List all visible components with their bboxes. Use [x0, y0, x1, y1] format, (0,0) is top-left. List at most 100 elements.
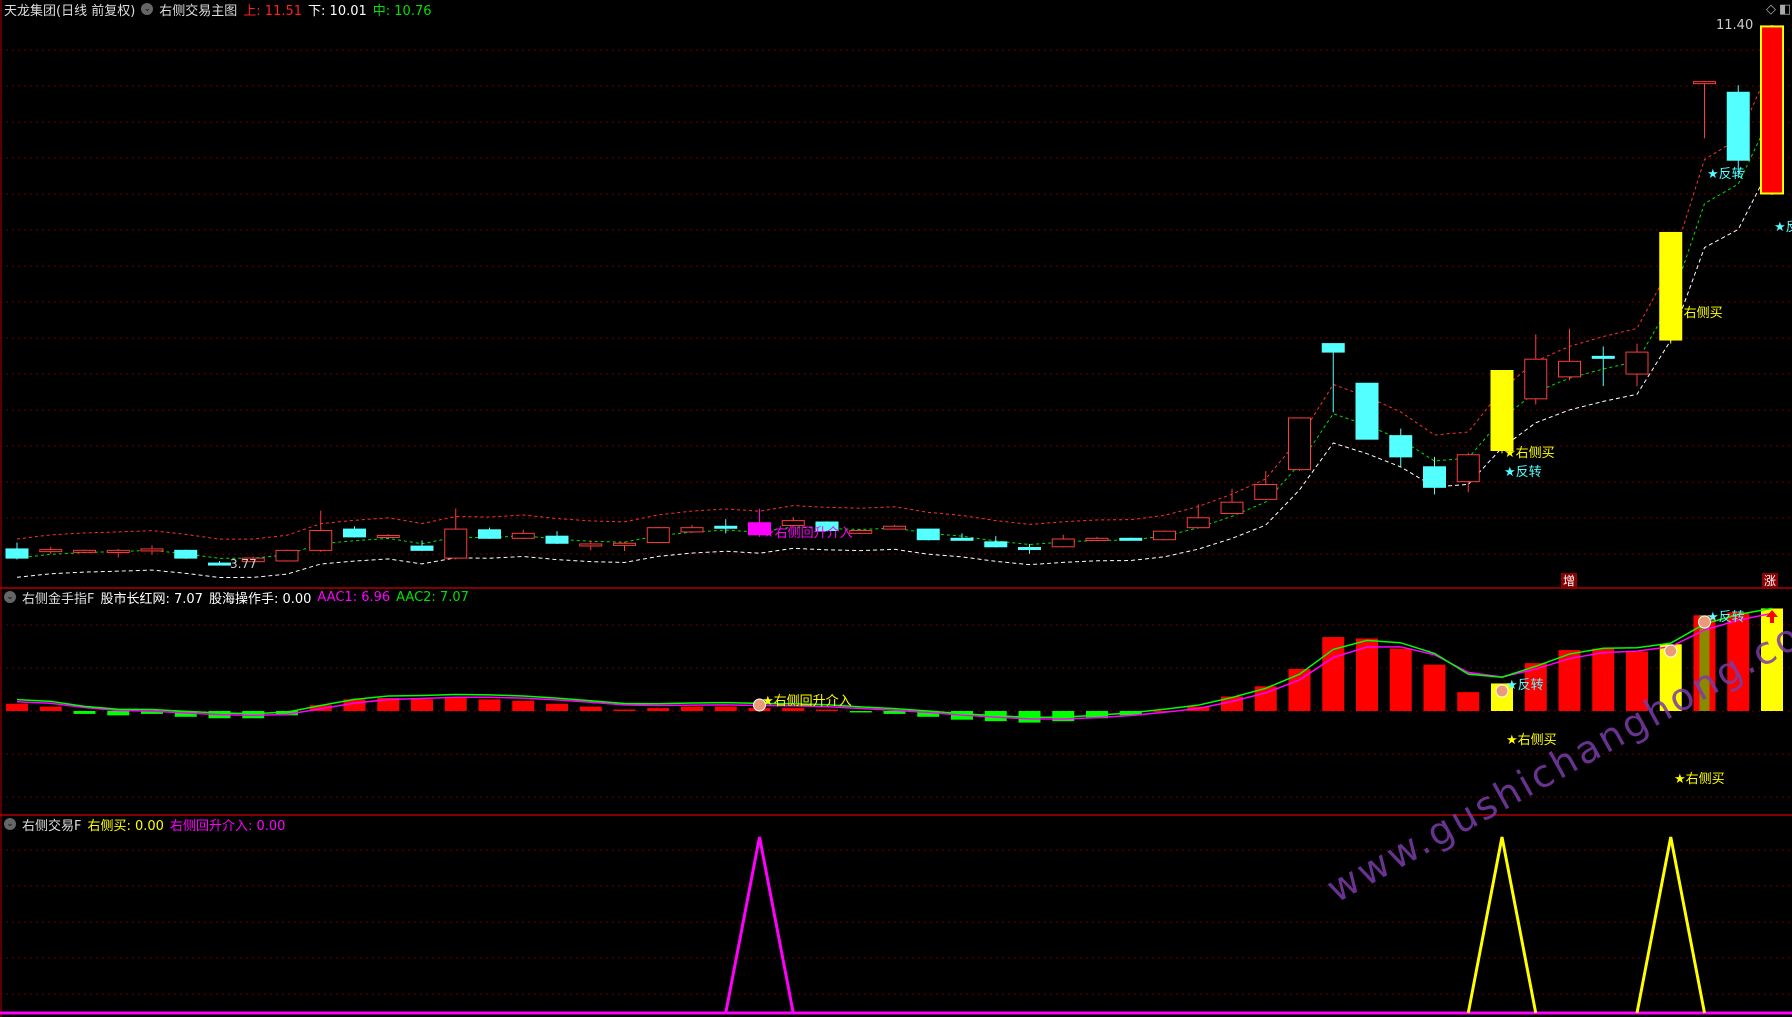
- candle-body: [478, 529, 501, 539]
- signal-reverse-main-3: ★反: [1774, 220, 1792, 235]
- ind1-bar: [141, 711, 163, 714]
- ind1-bar: [1592, 648, 1615, 711]
- candle-body: [309, 530, 333, 551]
- candle-body: [1254, 483, 1278, 500]
- ind1-bar: [816, 709, 838, 711]
- candle-body: [241, 557, 265, 563]
- mid-value: 中: 10.76: [372, 3, 432, 19]
- candle-body: [680, 527, 704, 533]
- candle-body: [748, 522, 771, 536]
- ind1-bar: [1254, 686, 1277, 711]
- candle-body: [1423, 466, 1446, 488]
- candle-body: [511, 532, 535, 539]
- tag-rise: 涨: [1762, 573, 1778, 589]
- candle-body: [1558, 360, 1581, 378]
- lower-value: 下: 10.01: [308, 3, 367, 19]
- ind1-bar: [579, 706, 602, 711]
- ind1-bar: [1322, 637, 1345, 711]
- aac2-line: [16, 607, 1773, 719]
- indicator-menu-icon[interactable]: ⌄: [141, 3, 154, 15]
- candle-body: [39, 549, 63, 553]
- ind1-header: ⌄ 右侧金手指F 股市长红网: 7.07 股海操作手: 0.00 AAC1: 6…: [4, 588, 469, 607]
- candle-body: [1018, 547, 1041, 551]
- ind1-bar: [1389, 648, 1412, 711]
- candle-body: [174, 549, 198, 559]
- panel-toggle-icon[interactable]: ◧: [1779, 2, 1792, 17]
- money-bag-icon: [1698, 615, 1711, 629]
- candle-body: [106, 549, 130, 553]
- ind2-rebound: 右侧回升介入: 0.00: [169, 818, 286, 834]
- ind1-bar: [107, 711, 130, 716]
- main-indicator-name[interactable]: 右侧交易主图: [159, 3, 238, 19]
- ind1-bar: [444, 697, 467, 711]
- ind2-buy: 右侧买: 0.00: [87, 818, 164, 834]
- candle-body: [1726, 91, 1750, 161]
- ind1-bar: [512, 700, 535, 711]
- high-price-label: 11.40: [1716, 18, 1754, 33]
- ind1-v1: 股市长红网: 7.07: [100, 591, 203, 607]
- candle-body: [1693, 81, 1716, 85]
- ind1-bar: [377, 697, 400, 711]
- candle-body: [714, 525, 738, 529]
- ind1-aac2: AAC2: 7.07: [396, 589, 469, 605]
- ind1-bar: [276, 711, 298, 716]
- money-bag-icon: [1664, 644, 1678, 658]
- candle-body: [849, 530, 873, 534]
- ind1-bar: [478, 699, 501, 711]
- candle-body: [410, 545, 434, 551]
- candle-body: [781, 520, 805, 527]
- rebound-peak: [724, 836, 795, 1014]
- candle-body: [1321, 343, 1345, 353]
- signal-reverse-ind1-1: ★反转: [1506, 678, 1544, 693]
- indicator-menu-icon[interactable]: ⌄: [4, 591, 16, 603]
- candle-body: [613, 542, 636, 546]
- candle-body: [646, 527, 670, 544]
- candle-body: [916, 528, 940, 541]
- signal-buy-main-1: ★右侧买: [1504, 446, 1555, 461]
- candle-body: [1051, 538, 1075, 548]
- candle-body: [545, 535, 569, 544]
- up-arrow-icon: [1766, 610, 1778, 623]
- ind1-bar: [917, 711, 940, 717]
- signal-buy-main-2: ★右侧买: [1672, 306, 1723, 321]
- signal-reverse-main-2: ★反转: [1707, 167, 1745, 182]
- buy-peak: [1466, 836, 1538, 1014]
- candle-body: [984, 541, 1008, 548]
- ind1-bar-inner: [1699, 615, 1710, 711]
- ind1-bar: [242, 711, 265, 719]
- candle-body: [140, 548, 164, 552]
- candle-body: [73, 549, 96, 553]
- candle-body: [1220, 501, 1244, 515]
- ind1-bar: [647, 708, 670, 711]
- ind1-bar: [714, 706, 737, 711]
- indicator-menu-icon[interactable]: ⌄: [4, 818, 16, 830]
- low-price-label: 3.77: [230, 557, 257, 571]
- ind2-name[interactable]: 右侧交易F: [22, 818, 82, 834]
- ind1-bar: [681, 706, 703, 711]
- ind1-name[interactable]: 右侧金手指F: [22, 591, 95, 607]
- ind1-bar: [1727, 612, 1750, 711]
- candle-body: [1456, 454, 1480, 483]
- candle-body: [1760, 25, 1784, 195]
- candle-body: [950, 537, 974, 541]
- ind1-bar: [1288, 668, 1311, 711]
- aac1-line: [16, 612, 1773, 720]
- candle-body: [1119, 537, 1143, 541]
- ind1-bar: [782, 708, 805, 711]
- mid-band-line: [16, 112, 1773, 559]
- ind1-bar: [1356, 638, 1378, 711]
- ind1-bar: [849, 711, 872, 713]
- candle-body: [275, 549, 299, 562]
- candle-body: [1186, 517, 1210, 529]
- upper-band-line: [16, 62, 1773, 540]
- candle-body: [815, 521, 839, 532]
- diamond-icon[interactable]: ◇: [1766, 2, 1776, 17]
- ind1-bar: [1558, 650, 1581, 711]
- ind1-bar: [411, 699, 433, 711]
- money-bag-icon: [753, 698, 766, 712]
- signal-reverse-ind1-2: ★反转: [1707, 610, 1745, 625]
- ind1-bar: [1626, 651, 1648, 711]
- ind1-bar: [343, 699, 366, 711]
- stock-title: 天龙集团(日线 前复权): [4, 3, 136, 19]
